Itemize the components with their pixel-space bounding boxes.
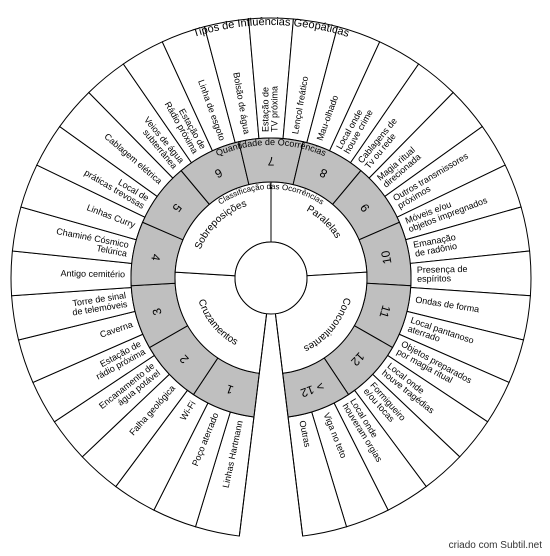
hub	[235, 242, 307, 314]
credit-text: criado com Subtil.net	[449, 540, 543, 551]
outer-label: Antigo cemitério	[60, 269, 125, 280]
pendulum-chart: Linhas HartmannPoço aterradoWi-FiFalha g…	[0, 0, 550, 556]
count-label: 10	[378, 249, 394, 265]
count-label: 7	[267, 154, 274, 168]
outer-label: Estação deTV próxima	[261, 86, 280, 132]
